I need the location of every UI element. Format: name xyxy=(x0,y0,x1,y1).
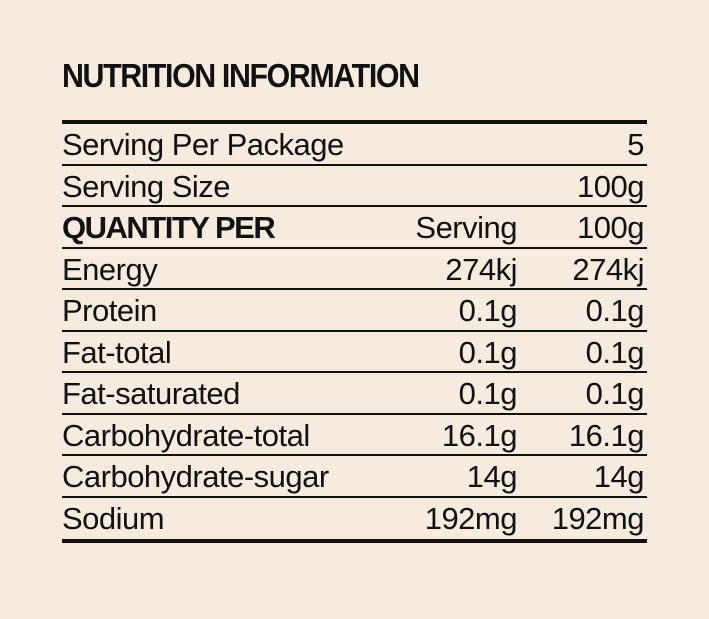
nutrient-label: Fat-total xyxy=(62,334,172,370)
quantity-header-row: QUANTITY PER Serving 100g xyxy=(62,207,647,249)
nutrient-label: Protein xyxy=(62,293,157,328)
nutrient-row: Protein 0.1g 0.1g xyxy=(62,290,647,332)
top-rule xyxy=(62,120,647,124)
serving-size-value: 100g xyxy=(577,168,644,204)
nutrition-panel: NUTRITION INFORMATION Serving Per Packag… xyxy=(62,54,647,543)
nutrient-row: Sodium 192mg 192mg xyxy=(62,498,647,540)
nutrient-per-100g: 0.1g xyxy=(585,334,645,370)
serving-size-row: Serving Size 100g xyxy=(62,166,647,207)
bottom-rule xyxy=(62,539,647,543)
nutrient-per-serving: 0.1g xyxy=(458,376,518,411)
nutrient-per-100g: 274kj xyxy=(572,251,644,287)
nutrient-row: Fat-saturated 0.1g 0.1g xyxy=(62,373,647,415)
column-header-serving: Serving xyxy=(415,210,517,245)
nutrient-row: Carbohydrate-total 16.1g 16.1g xyxy=(62,415,647,456)
quantity-per-label: QUANTITY PER xyxy=(62,210,276,245)
nutrient-per-100g: 0.1g xyxy=(585,376,645,411)
nutrient-label: Sodium xyxy=(62,500,165,536)
serving-size-label: Serving Size xyxy=(62,168,231,204)
nutrient-per-100g: 0.1g xyxy=(585,293,645,328)
nutrient-label: Carbohydrate-sugar xyxy=(62,459,329,494)
nutrient-per-serving: 0.1g xyxy=(458,293,518,328)
nutrient-label: Fat-saturated xyxy=(62,376,240,411)
nutrient-label: Carbohydrate-total xyxy=(62,417,310,453)
nutrient-per-serving: 274kj xyxy=(445,251,517,287)
nutrient-per-serving: 192mg xyxy=(424,500,518,536)
nutrient-label: Energy xyxy=(62,251,158,287)
panel-title: NUTRITION INFORMATION xyxy=(62,57,420,94)
nutrient-row: Fat-total 0.1g 0.1g xyxy=(62,332,647,373)
nutrient-per-serving: 16.1g xyxy=(441,417,518,453)
serving-per-package-value: 5 xyxy=(627,127,644,162)
serving-per-package-row: Serving Per Package 5 xyxy=(62,124,647,166)
nutrient-per-100g: 192mg xyxy=(551,500,645,536)
column-header-100g: 100g xyxy=(577,210,644,245)
nutrient-per-100g: 14g xyxy=(593,459,645,494)
nutrient-per-serving: 14g xyxy=(466,459,518,494)
nutrient-per-100g: 16.1g xyxy=(568,417,645,453)
nutrient-row: Energy 274kj 274kj xyxy=(62,249,647,290)
nutrient-per-serving: 0.1g xyxy=(458,334,518,370)
nutrient-row: Carbohydrate-sugar 14g 14g xyxy=(62,456,647,498)
serving-per-package-label: Serving Per Package xyxy=(62,127,344,162)
